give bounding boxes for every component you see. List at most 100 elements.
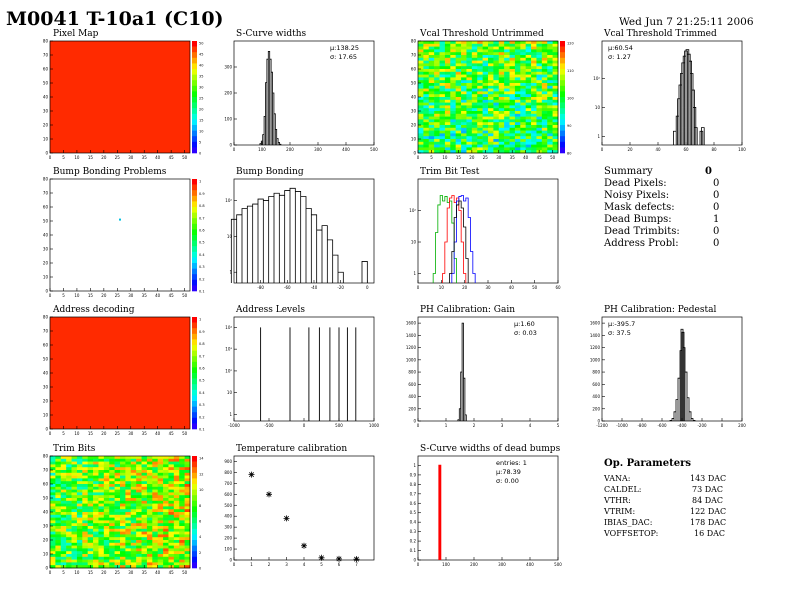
heatmap-cell (444, 116, 451, 120)
heatmap-cell (493, 66, 500, 70)
heatmap-cell (466, 113, 473, 117)
summary-total: 0 (705, 166, 712, 177)
heatmap-cell (514, 83, 521, 87)
palette-swatch (192, 113, 197, 120)
heatmap-cell (120, 484, 126, 488)
trim-bit-series (451, 195, 476, 283)
heatmap-cell (66, 512, 72, 516)
heatmap-cell (439, 141, 446, 145)
heatmap-cell (173, 545, 180, 549)
heatmap-cell (120, 526, 126, 530)
x-tick-label: 500 (335, 423, 343, 428)
heatmap-cell (434, 94, 440, 98)
heatmap-cell (146, 562, 153, 566)
heatmap-cell (120, 540, 126, 544)
heatmap-cell (93, 565, 99, 569)
heatmap-cell (541, 119, 548, 123)
heatmap-cell (168, 456, 175, 460)
heatmap-cell (173, 520, 180, 524)
palette-swatch (192, 190, 197, 197)
y-tick-label: 0.6 (410, 501, 417, 506)
heatmap-cell (109, 481, 115, 485)
heatmap-cell (163, 481, 169, 485)
heatmap-cell (50, 495, 56, 499)
heatmap-cell (455, 43, 462, 47)
heatmap-cell (525, 119, 532, 123)
heatmap-cell (157, 472, 164, 476)
heatmap-cell (163, 467, 169, 471)
heatmap-cell (173, 534, 180, 538)
heatmap-cell (514, 139, 521, 143)
x-tick-label: -1000 (616, 423, 628, 428)
heatmap-cell (93, 500, 99, 504)
heatmap-cell (493, 74, 500, 78)
heatmap-cell (541, 133, 548, 137)
heatmap-cell (152, 464, 158, 468)
heatmap-cell (50, 523, 56, 527)
heatmap-cell (71, 556, 78, 560)
heatmap-cell (547, 144, 553, 148)
heatmap-cell (514, 74, 521, 78)
heatmap-cell (482, 133, 489, 137)
heatmap-cell (418, 88, 424, 92)
heatmap-cell (109, 486, 115, 490)
heatmap-cell (76, 506, 83, 510)
heatmap-cell (547, 88, 553, 92)
heatmap-cell (531, 63, 537, 67)
y-tick-label: 80 (43, 177, 49, 182)
y-tick-label: 500 (224, 503, 232, 508)
heatmap-cell (55, 556, 62, 560)
heatmap-cell (541, 141, 548, 145)
heatmap-cell (152, 512, 158, 516)
x-tick-label: 80 (711, 147, 717, 152)
heatmap-cell (173, 540, 180, 544)
heatmap-cell (536, 97, 543, 101)
heatmap-cell (461, 46, 467, 50)
heatmap-cell (520, 99, 526, 103)
heatmap-cell (509, 111, 516, 115)
heatmap-cell (477, 133, 483, 137)
x-tick-label: 45 (537, 155, 543, 160)
heatmap-cell (168, 472, 175, 476)
heatmap-cell (55, 495, 62, 499)
heatmap-cell (498, 97, 505, 101)
x-tick-label: 35 (142, 570, 148, 575)
heatmap-cell (60, 556, 67, 560)
heatmap-cell (114, 531, 121, 535)
palette-swatch (560, 141, 565, 148)
heatmap-cell (66, 545, 72, 549)
heatmap-cell (120, 534, 126, 538)
heatmap-cell (498, 63, 505, 67)
heatmap-cell (444, 127, 451, 131)
heatmap-cell (130, 542, 137, 546)
heatmap-cell (509, 116, 516, 120)
heatmap-cell (461, 77, 467, 81)
heatmap-cell (82, 464, 88, 468)
heatmap-cell (536, 113, 543, 117)
heatmap-cell (184, 565, 191, 569)
heatmap-cell (168, 545, 175, 549)
heatmap-cell (109, 472, 115, 476)
heatmap-cell (536, 119, 543, 123)
heatmap-cell (120, 523, 126, 527)
heatmap-cell (125, 495, 132, 499)
heatmap-cell (423, 105, 430, 109)
heatmap-cell (55, 537, 62, 541)
heatmap-cell (71, 548, 78, 552)
y-tick-label: 1200 (406, 345, 417, 350)
heatmap-cell (157, 562, 164, 566)
heatmap-cell (60, 528, 67, 532)
heatmap-cell (498, 150, 505, 154)
x-tick-label: 0 (417, 423, 420, 428)
heatmap-cell (509, 77, 516, 81)
heatmap-cell (509, 57, 516, 61)
heatmap-cell (168, 531, 175, 535)
x-tick-label: -40 (311, 285, 318, 290)
heatmap-cell (504, 130, 510, 134)
heatmap-cell (488, 69, 494, 73)
y-tick-label: 10⁴ (225, 325, 232, 330)
heatmap-cell (482, 136, 489, 140)
palette-swatch (192, 345, 197, 351)
palette-swatch (192, 91, 197, 98)
